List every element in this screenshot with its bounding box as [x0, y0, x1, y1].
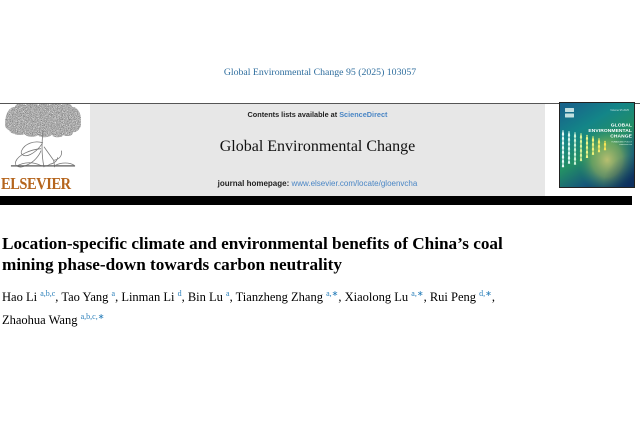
svg-text:DIMENSIONS: DIMENSIONS: [619, 144, 633, 146]
svg-text:GLOBAL: GLOBAL: [611, 123, 632, 129]
svg-text:HUMAN AND POLICY: HUMAN AND POLICY: [611, 140, 632, 143]
svg-text:Volume 95 2025: Volume 95 2025: [610, 108, 629, 112]
svg-text:ENVIRONMENTAL: ENVIRONMENTAL: [588, 128, 632, 134]
svg-text:CHANGE: CHANGE: [610, 134, 632, 140]
